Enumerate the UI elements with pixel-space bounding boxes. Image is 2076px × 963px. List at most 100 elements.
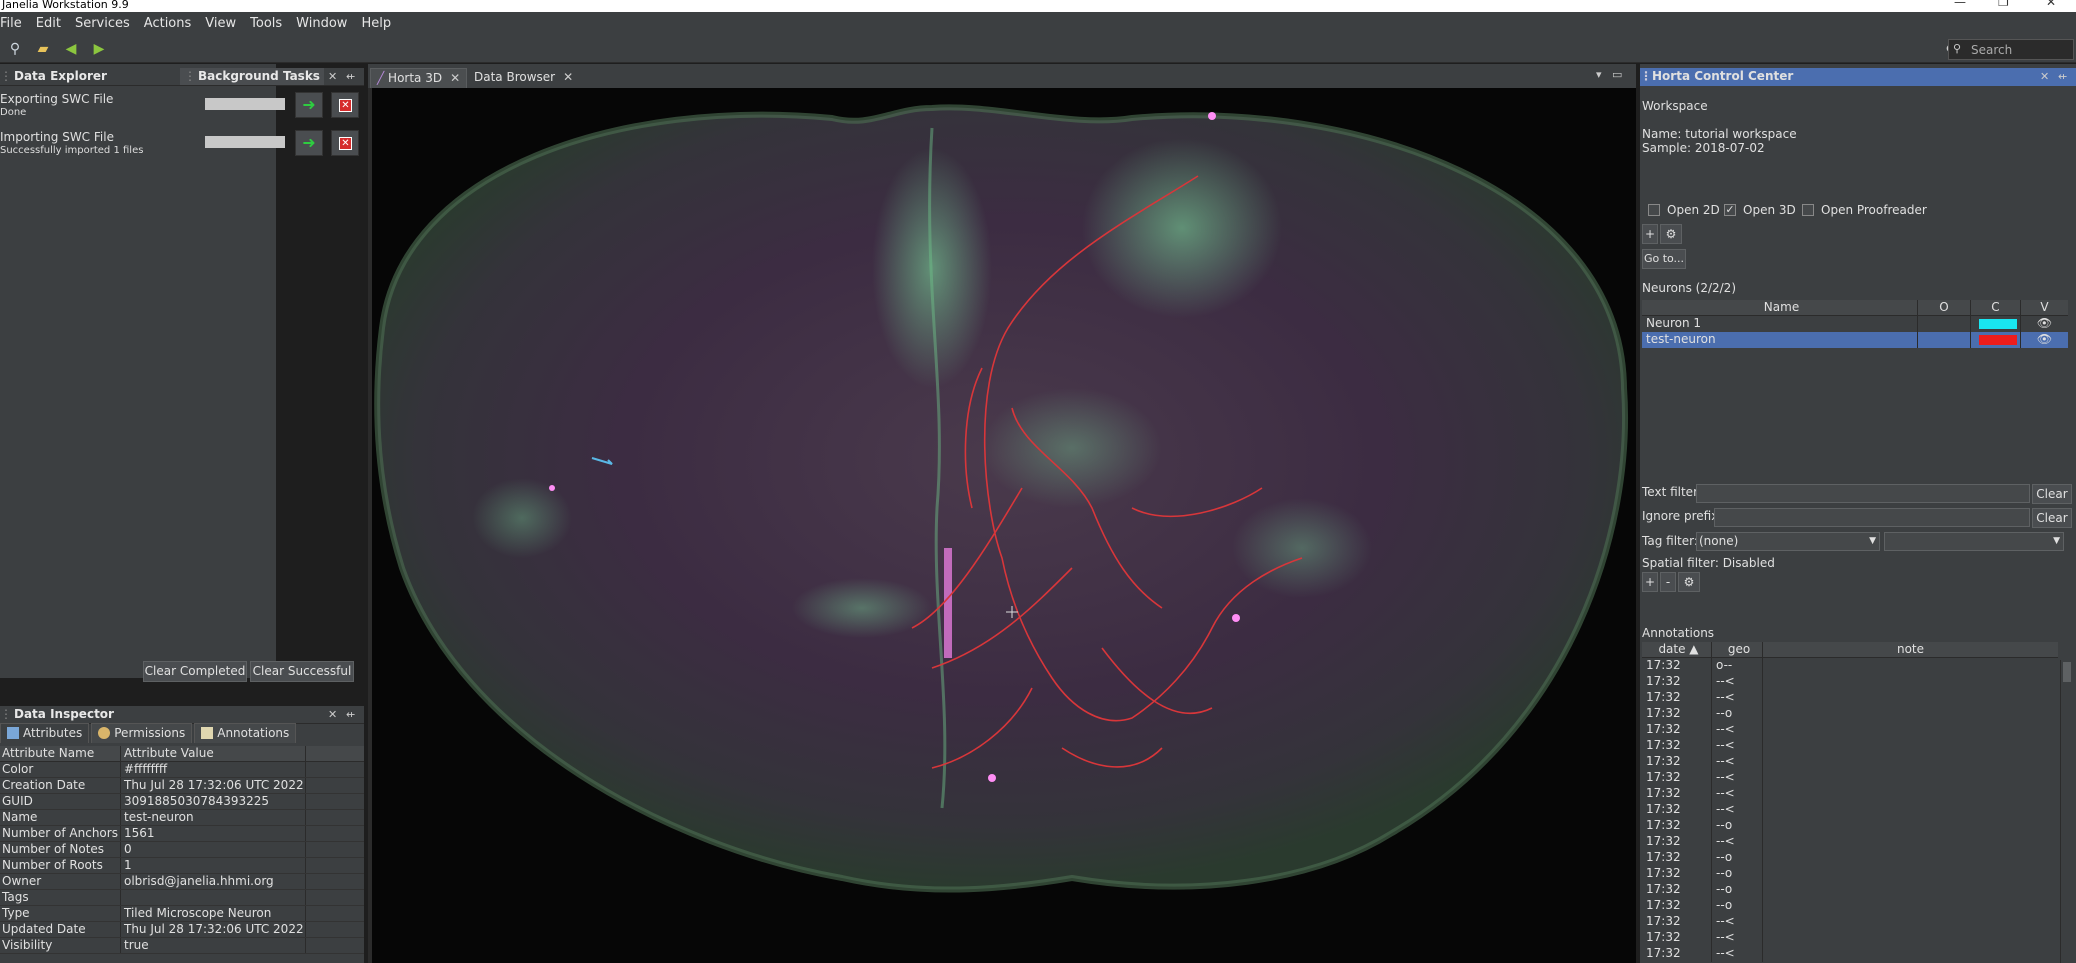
close-window-icon[interactable]: ✕ xyxy=(2046,0,2057,9)
annotation-row[interactable]: 17:32 --< xyxy=(1642,802,2058,818)
table-row[interactable]: Name test-neuron xyxy=(0,810,364,826)
maximize-panel-icon[interactable]: ▭ xyxy=(1612,68,1623,81)
close-panel-icon[interactable]: ✕ xyxy=(328,708,338,721)
clear-successful-button[interactable]: Clear Successful xyxy=(250,661,354,682)
table-row[interactable]: Color #ffffffff xyxy=(0,762,364,778)
annotation-row[interactable]: 17:32 --o xyxy=(1642,818,2058,834)
column-header[interactable]: Attribute Name xyxy=(0,746,121,761)
column-header[interactable]: Attribute Value xyxy=(121,746,306,761)
annotation-row[interactable]: 17:32 --< xyxy=(1642,674,2058,690)
tab-attributes[interactable]: Attributes xyxy=(0,723,90,743)
minimize-icon[interactable]: — xyxy=(1954,0,1966,9)
menu-window[interactable]: Window xyxy=(296,16,348,31)
table-row[interactable]: Number of Anchors 1561 xyxy=(0,826,364,842)
tab-list-icon[interactable]: ▾ xyxy=(1596,68,1602,81)
menu-view[interactable]: View xyxy=(205,16,237,31)
background-tasks-tab[interactable]: ⋮ Background Tasks xyxy=(180,68,324,85)
close-tab-icon[interactable]: ✕ xyxy=(450,71,461,85)
go-to-result-icon[interactable]: ➜ xyxy=(295,130,323,156)
annotation-row[interactable]: 17:32 --< xyxy=(1642,754,2058,770)
gear-icon[interactable]: ⚙ xyxy=(1660,224,1682,244)
forward-arrow-icon[interactable]: ▶ xyxy=(93,41,105,57)
back-arrow-icon[interactable]: ◀ xyxy=(65,41,77,57)
column-header[interactable]: V xyxy=(2040,300,2049,314)
menu-help[interactable]: Help xyxy=(361,16,392,31)
neuron-color-cell[interactable] xyxy=(1971,316,2021,332)
menu-edit[interactable]: Edit xyxy=(35,16,61,31)
test-neuron-trace[interactable] xyxy=(911,175,1303,769)
cancel-task-button[interactable]: ✕ xyxy=(331,92,359,118)
search-input[interactable] xyxy=(1971,42,2071,57)
ignore-prefix-input[interactable] xyxy=(1714,508,2030,527)
brain-volume-render[interactable] xyxy=(372,88,1636,963)
clear-text-filter-button[interactable]: Clear xyxy=(2032,484,2072,504)
add-spatial-filter-button[interactable]: + xyxy=(1642,572,1658,592)
table-row[interactable]: Owner olbrisd@janelia.hhmi.org xyxy=(0,874,364,890)
menu-actions[interactable]: Actions xyxy=(143,16,192,31)
annotation-row[interactable]: 17:32 --< xyxy=(1642,738,2058,754)
eye-icon[interactable]: 👁 xyxy=(2036,332,2053,346)
menu-tools[interactable]: Tools xyxy=(250,16,283,31)
search-icon[interactable]: ⚲ xyxy=(9,41,21,57)
annotation-row[interactable]: 17:32 --o xyxy=(1642,898,2058,914)
gear-icon[interactable]: ⚙ xyxy=(1678,572,1700,592)
neuron-color-cell[interactable] xyxy=(1971,332,2021,348)
column-header[interactable]: geo xyxy=(1712,642,1763,657)
table-row[interactable]: Type Tiled Microscope Neuron xyxy=(0,906,364,922)
clear-completed-button[interactable]: Clear Completed xyxy=(143,661,247,682)
table-row[interactable]: Updated Date Thu Jul 28 17:32:06 UTC 2022 xyxy=(0,922,364,938)
tab-data-browser[interactable]: Data Browser ✕ xyxy=(468,68,579,88)
annotation-row[interactable]: 17:32 o-- xyxy=(1642,658,2058,674)
column-header[interactable]: date ▲ xyxy=(1642,642,1712,657)
annotation-row[interactable]: 17:32 --< xyxy=(1642,946,2058,962)
neuron-row[interactable]: Neuron 1 👁 xyxy=(1642,316,2068,332)
open-proofreader-checkbox[interactable] xyxy=(1802,204,1814,216)
open-2d-checkbox[interactable] xyxy=(1648,204,1660,216)
annotation-row[interactable]: 17:32 --o xyxy=(1642,866,2058,882)
annotation-row[interactable]: 17:32 --< xyxy=(1642,914,2058,930)
horta-3d-viewer[interactable] xyxy=(368,88,1636,963)
table-row[interactable]: Creation Date Thu Jul 28 17:32:06 UTC 202… xyxy=(0,778,364,794)
annotation-row[interactable]: 17:32 --< xyxy=(1642,690,2058,706)
menu-file[interactable]: File xyxy=(0,16,22,31)
minimize-panel-icon[interactable]: ⇷ xyxy=(2058,70,2068,83)
neuron-owner-cell[interactable] xyxy=(1918,332,1971,348)
annotation-row[interactable]: 17:32 --< xyxy=(1642,930,2058,946)
goto-button[interactable]: Go to... xyxy=(1642,249,1686,269)
go-to-result-icon[interactable]: ➜ xyxy=(295,92,323,118)
neuron-1-trace[interactable] xyxy=(591,457,613,465)
eye-icon[interactable]: 👁 xyxy=(2036,316,2053,330)
clear-ignore-prefix-button[interactable]: Clear xyxy=(2032,508,2072,528)
search-box[interactable]: ⚲ xyxy=(1948,39,2074,60)
close-panel-icon[interactable]: ✕ xyxy=(2040,70,2050,83)
tab-permissions[interactable]: Permissions xyxy=(91,723,193,743)
folder-icon[interactable]: ▰ xyxy=(37,41,49,57)
table-row[interactable]: Number of Roots 1 xyxy=(0,858,364,874)
table-row[interactable]: GUID 3091885030784393225 xyxy=(0,794,364,810)
neuron-row[interactable]: test-neuron 👁 xyxy=(1642,332,2068,348)
cancel-task-button[interactable]: ✕ xyxy=(331,130,359,156)
annotation-row[interactable]: 17:32 --o xyxy=(1642,706,2058,722)
text-filter-input[interactable] xyxy=(1696,484,2030,503)
add-button[interactable]: + xyxy=(1642,224,1658,244)
minimize-panel-icon[interactable]: ⇷ xyxy=(346,708,356,721)
annotation-row[interactable]: 17:32 --< xyxy=(1642,786,2058,802)
table-row[interactable]: Visibility true xyxy=(0,938,364,954)
scrollbar-thumb[interactable] xyxy=(2063,662,2071,682)
table-row[interactable]: Number of Notes 0 xyxy=(0,842,364,858)
tag-filter-select[interactable]: (none) ▼ xyxy=(1696,532,1880,551)
close-panel-icon[interactable]: ✕ xyxy=(328,70,338,83)
column-header[interactable]: C xyxy=(1971,300,2021,315)
annotation-row[interactable]: 17:32 --o xyxy=(1642,882,2058,898)
data-explorer-tab[interactable]: ⋮ Data Explorer xyxy=(0,69,107,83)
neuron-owner-cell[interactable] xyxy=(1918,316,1971,332)
column-header[interactable]: note xyxy=(1896,642,1925,656)
menu-services[interactable]: Services xyxy=(74,16,130,31)
maximize-icon[interactable]: ❐ xyxy=(1998,0,2009,9)
annotation-row[interactable]: 17:32 --< xyxy=(1642,722,2058,738)
annotations-scrollbar[interactable] xyxy=(2060,660,2072,963)
close-tab-icon[interactable]: ✕ xyxy=(563,70,574,84)
minimize-panel-icon[interactable]: ⇷ xyxy=(346,70,356,83)
column-header[interactable]: O xyxy=(1918,300,1971,315)
open-3d-checkbox[interactable]: ✓ xyxy=(1724,203,1736,216)
